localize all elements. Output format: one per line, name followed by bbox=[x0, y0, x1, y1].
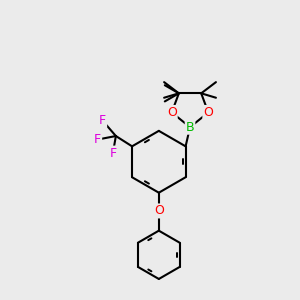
Text: F: F bbox=[94, 133, 101, 146]
Text: O: O bbox=[154, 205, 164, 218]
Text: F: F bbox=[99, 114, 106, 127]
Text: O: O bbox=[203, 106, 213, 119]
Text: F: F bbox=[110, 147, 116, 160]
Text: O: O bbox=[167, 106, 177, 119]
Text: B: B bbox=[186, 121, 194, 134]
